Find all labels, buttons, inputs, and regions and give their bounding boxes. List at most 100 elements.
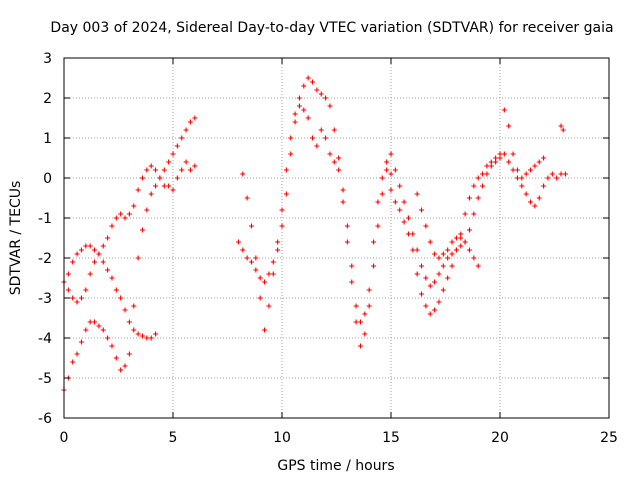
data-point [166,183,172,189]
data-point [70,295,76,301]
data-point [371,239,377,245]
data-point [78,295,84,301]
data-point [532,163,538,169]
data-point [440,263,446,269]
data-point [323,135,329,141]
data-point [74,351,80,357]
data-point [427,239,433,245]
data-point [423,223,429,229]
data-point [375,199,381,205]
data-point [244,195,250,201]
data-point [257,295,263,301]
data-point [92,247,98,253]
data-point [445,247,451,253]
data-point [475,175,481,181]
data-point [301,107,307,113]
data-point [366,303,372,309]
data-point [65,271,71,277]
data-point [519,175,525,181]
data-point [122,363,128,369]
data-point [410,231,416,237]
data-point [109,223,115,229]
data-point [331,127,337,133]
data-point [253,267,259,273]
data-point [357,319,363,325]
data-point [187,167,193,173]
data-point [401,199,407,205]
data-point [514,167,520,173]
data-point [235,239,241,245]
data-point [397,183,403,189]
data-point [192,115,198,121]
data-point [135,187,141,193]
y-tick-label: 3 [43,51,52,67]
data-point [279,223,285,229]
data-point [87,243,93,249]
data-point [344,239,350,245]
data-point [392,199,398,205]
y-tick-label: -3 [38,291,52,307]
data-point [471,183,477,189]
data-point [349,263,355,269]
data-point [558,123,564,129]
data-point [528,199,534,205]
data-point [109,275,115,281]
series-trace-g [388,107,547,317]
data-point [405,215,411,221]
data-point [480,171,486,177]
data-point [427,283,433,289]
data-point [466,195,472,201]
data-point [462,211,468,217]
data-point [270,259,276,265]
data-point [449,239,455,245]
data-point [562,171,568,177]
data-point [401,219,407,225]
data-point [100,327,106,333]
data-point [331,159,337,165]
data-point [414,247,420,253]
data-point [353,303,359,309]
data-point [410,247,416,253]
data-point [144,335,150,341]
data-point [305,115,311,121]
data-point [541,183,547,189]
data-point [118,295,124,301]
data-point [449,263,455,269]
data-point [292,111,298,117]
data-point [340,187,346,193]
data-point [266,271,272,277]
data-point [362,311,368,317]
data-point [139,175,145,181]
data-point [83,243,89,249]
data-point [100,243,106,249]
data-point [310,135,316,141]
data-point [432,251,438,257]
series-trace-a [61,115,198,393]
data-point [501,151,507,157]
data-point [379,175,385,181]
data-point [397,207,403,213]
grid [64,58,609,418]
x-tick-label: 15 [382,430,400,446]
data-point [170,187,176,193]
y-tick-label: -5 [38,371,52,387]
data-point [336,155,342,161]
series-trace-f [388,151,568,289]
data-point [148,335,154,341]
data-point [113,355,119,361]
data-point [131,303,137,309]
data-point [414,271,420,277]
data-point [318,91,324,97]
data-point [545,175,551,181]
data-point [488,159,494,165]
data-point [379,191,385,197]
data-point [183,127,189,133]
data-point [153,183,159,189]
x-tick-label: 25 [600,430,618,446]
y-tick-label: 1 [43,131,52,147]
data-point [432,279,438,285]
data-point [501,107,507,113]
data-point [554,175,560,181]
data-point [192,163,198,169]
